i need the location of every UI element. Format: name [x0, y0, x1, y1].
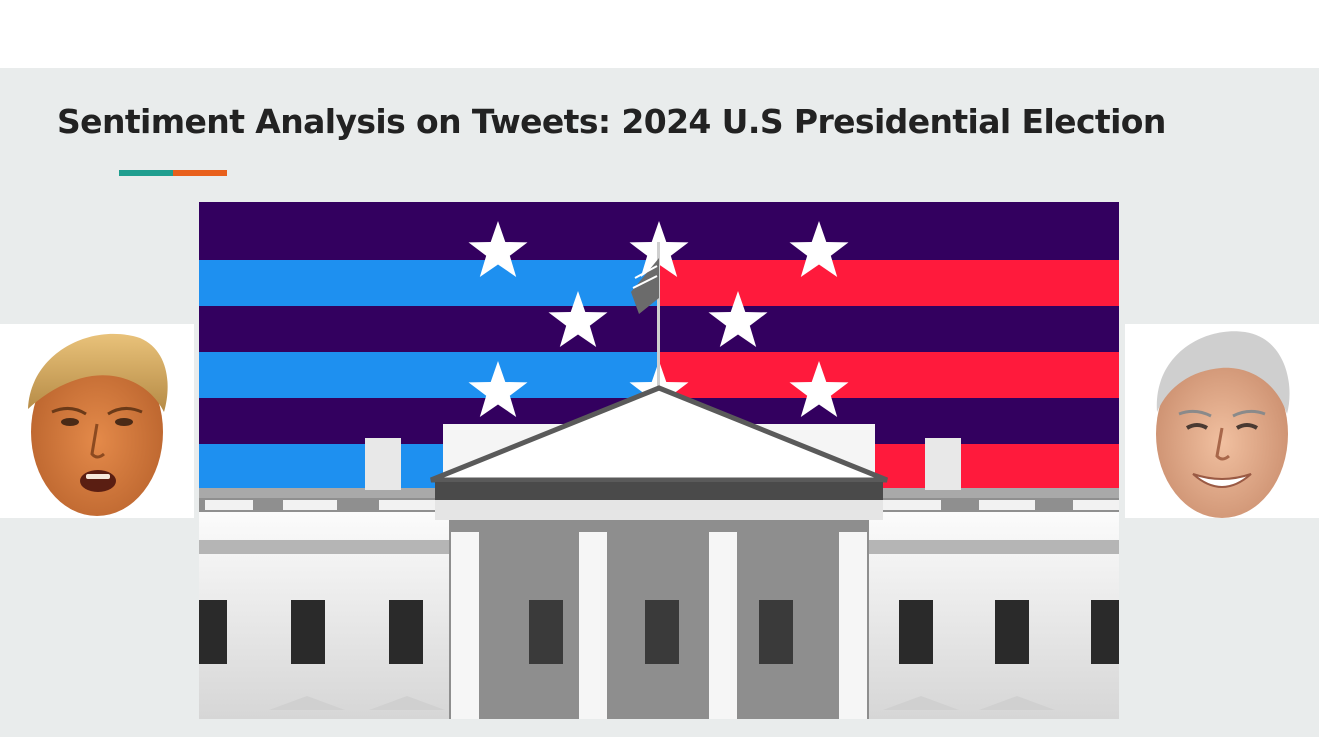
accent-orange	[173, 170, 227, 176]
portrait-left-image	[28, 333, 168, 516]
portrait-right-image	[1156, 331, 1290, 518]
candidate-portrait-left	[0, 324, 194, 518]
flagpole	[631, 242, 660, 402]
accent-teal	[119, 170, 173, 176]
candidate-portrait-right	[1125, 324, 1319, 518]
slide-title: Sentiment Analysis on Tweets: 2024 U.S P…	[57, 102, 1166, 141]
title-accent-bar	[119, 170, 227, 176]
white-house-building	[199, 385, 1119, 719]
white-house-banner	[199, 202, 1119, 719]
building-windows	[199, 600, 1119, 664]
